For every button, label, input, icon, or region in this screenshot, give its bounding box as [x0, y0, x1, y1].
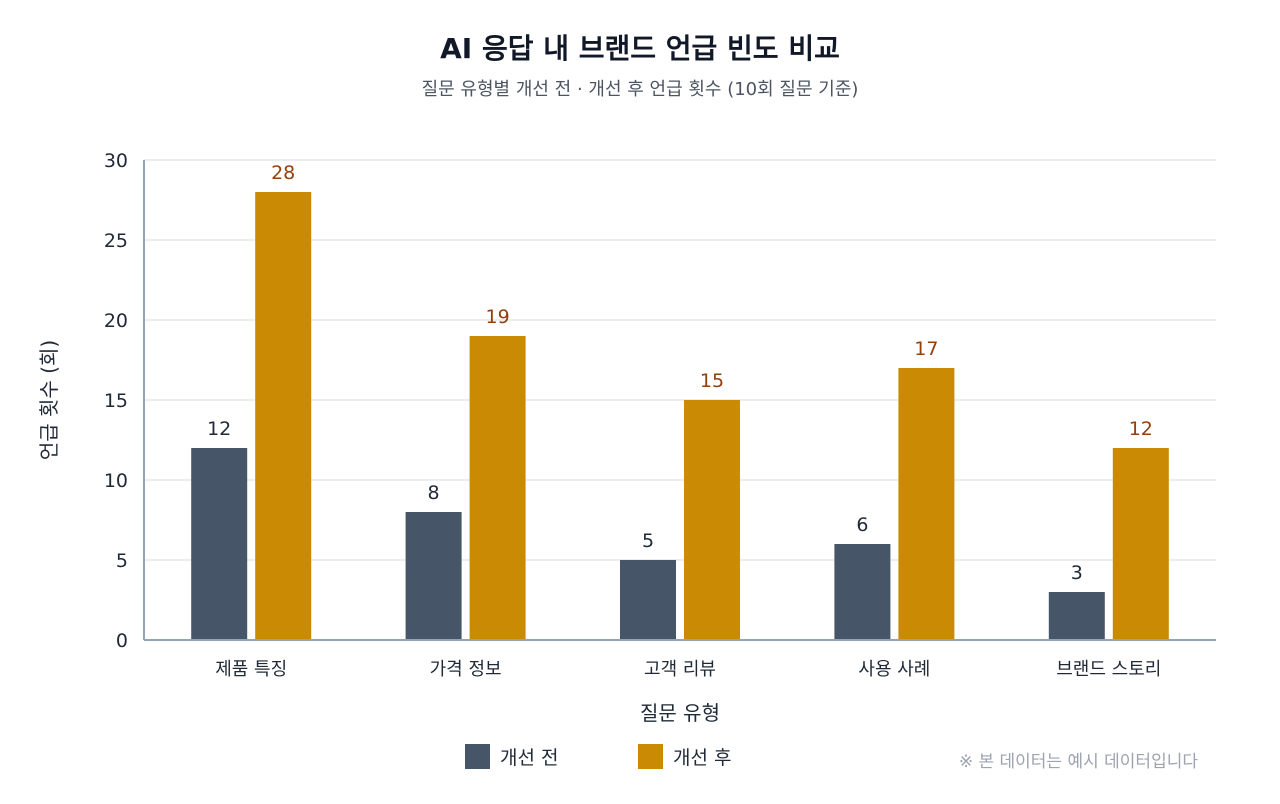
- bar: [620, 560, 676, 640]
- data-label: 19: [486, 306, 510, 328]
- data-labels: 12 28 8 19 5 15 6 17 3 12: [207, 162, 1153, 584]
- legend-label: 개선 전: [500, 747, 558, 769]
- bar: [469, 336, 526, 640]
- bar: [191, 448, 248, 640]
- bar: [684, 400, 740, 640]
- y-tick-label: 15: [104, 390, 128, 412]
- data-label: 28: [271, 162, 295, 184]
- bars: [191, 192, 1169, 640]
- legend-swatch: [638, 744, 663, 769]
- y-tick-label: 30: [104, 150, 128, 172]
- y-tick-label: 20: [104, 310, 128, 332]
- x-tick-label: 브랜드 스토리: [1056, 659, 1161, 680]
- legend-swatch: [465, 744, 490, 769]
- data-label: 5: [642, 530, 654, 552]
- data-label: 8: [428, 482, 440, 504]
- bar: [834, 544, 891, 640]
- y-axis-ticks: 0 5 10 15 20 25 30: [104, 150, 128, 652]
- legend-item: 개선 전: [465, 744, 558, 769]
- data-label: 12: [207, 418, 231, 440]
- bar: [405, 512, 462, 640]
- gridlines: [144, 159, 1216, 561]
- bar: [1048, 592, 1105, 640]
- x-tick-label: 가격 정보: [430, 659, 502, 680]
- x-axis-title: 질문 유형: [640, 701, 720, 725]
- bar: [898, 368, 955, 640]
- x-axis-ticks: 제품 특징 가격 정보 고객 리뷰 사용 사례 브랜드 스토리: [215, 659, 1161, 680]
- chart-subtitle: 질문 유형별 개선 전 · 개선 후 언급 횟수 (10회 질문 기준): [422, 79, 859, 100]
- legend-label: 개선 후: [673, 747, 731, 769]
- data-label: 6: [856, 514, 868, 536]
- data-label: 17: [914, 338, 938, 360]
- data-label: 12: [1129, 418, 1153, 440]
- x-tick-label: 제품 특징: [215, 659, 287, 680]
- y-tick-label: 25: [104, 230, 128, 252]
- bar: [1112, 448, 1169, 640]
- data-label: 3: [1071, 562, 1083, 584]
- bar: [255, 192, 312, 640]
- legend-item: 개선 후: [638, 744, 731, 769]
- y-tick-label: 10: [104, 470, 128, 492]
- y-tick-label: 0: [116, 630, 128, 652]
- data-note: ※ 본 데이터는 예시 데이터입니다: [959, 752, 1199, 772]
- y-tick-label: 5: [116, 550, 128, 572]
- chart-title: AI 응답 내 브랜드 언급 빈도 비교: [440, 32, 840, 65]
- y-axis-title: 언급 횟수 (회): [37, 340, 61, 460]
- data-label: 15: [700, 370, 724, 392]
- legend: 개선 전 개선 후: [465, 744, 731, 769]
- x-tick-label: 고객 리뷰: [644, 659, 716, 680]
- x-tick-label: 사용 사례: [858, 659, 930, 680]
